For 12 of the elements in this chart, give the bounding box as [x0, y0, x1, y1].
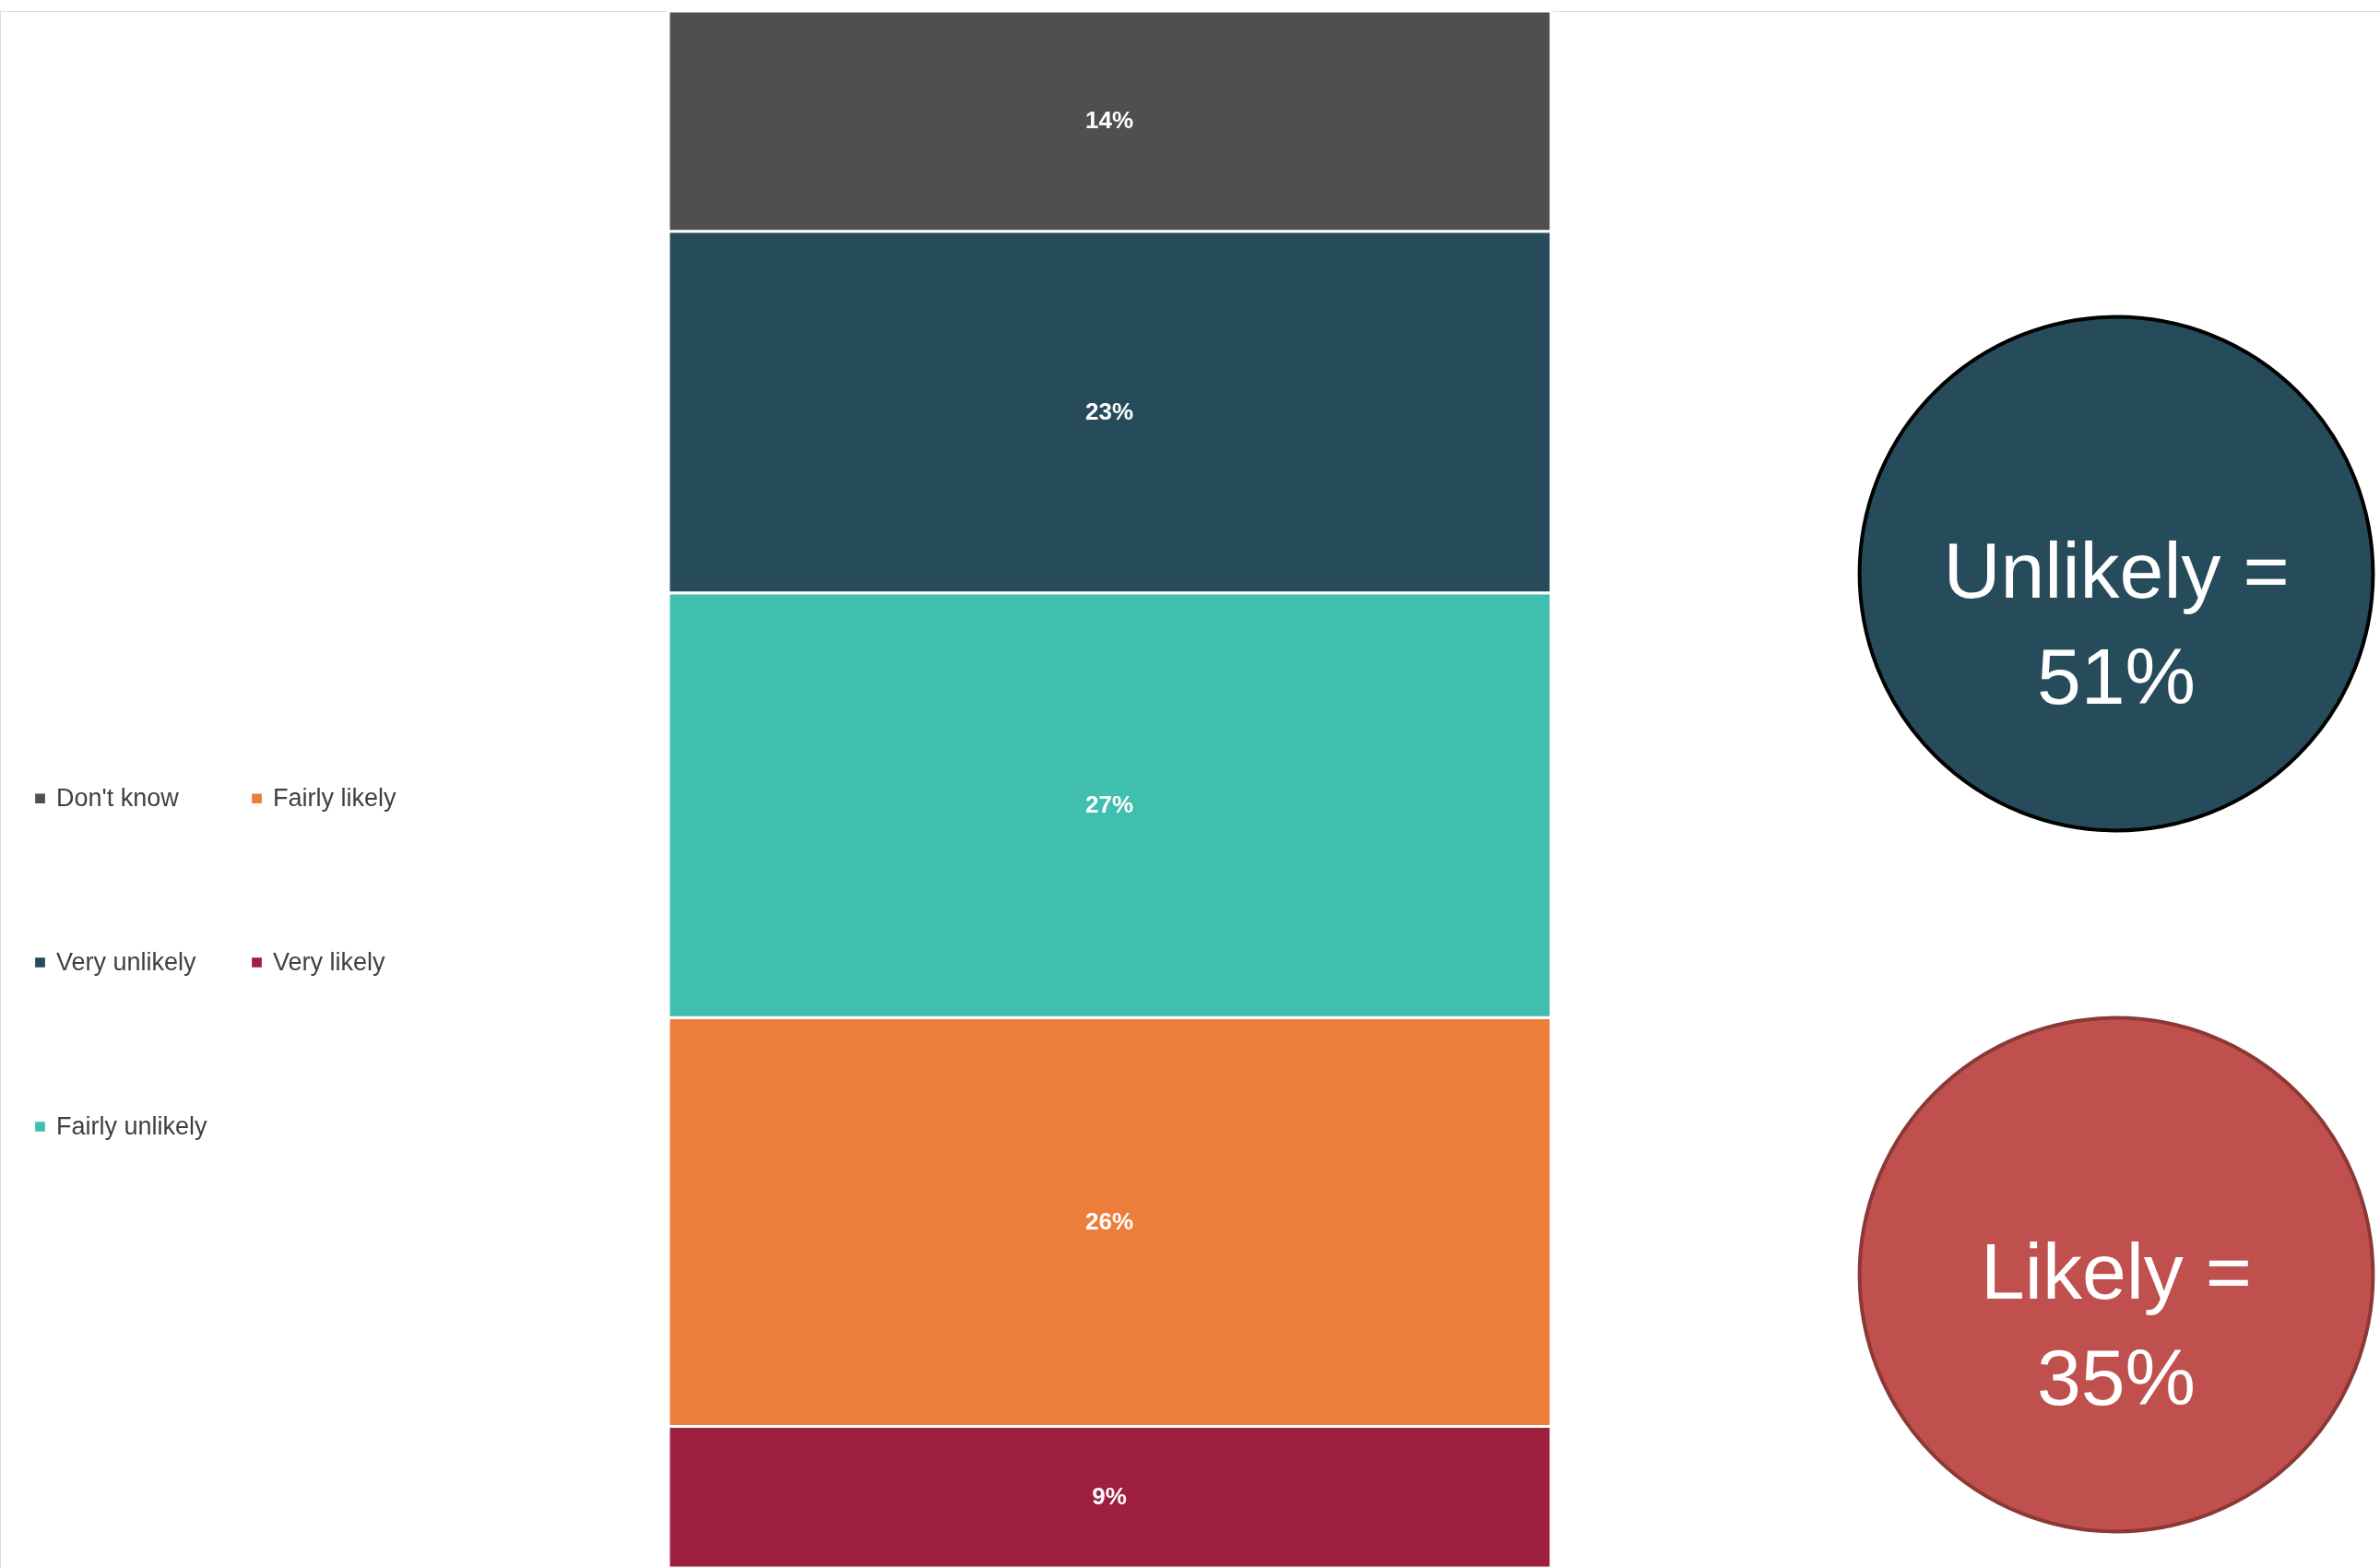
- text: Likely = 35%: [1981, 1227, 2252, 1421]
- data-label: 23%: [1084, 397, 1134, 425]
- data-label: 9%: [1092, 1482, 1127, 1511]
- legend-label: Very likely: [273, 947, 386, 976]
- legend-label: Fairly unlikely: [56, 1111, 208, 1140]
- data-label: 26%: [1084, 1206, 1134, 1235]
- legend-label: Don't know: [56, 783, 180, 812]
- legend-label: Fairly likely: [273, 783, 397, 812]
- legend-label: Very unlikely: [56, 947, 197, 976]
- data-label: 14%: [1084, 106, 1134, 135]
- data-label: 27%: [1084, 790, 1134, 819]
- text: Unlikely = 51%: [1943, 526, 2290, 720]
